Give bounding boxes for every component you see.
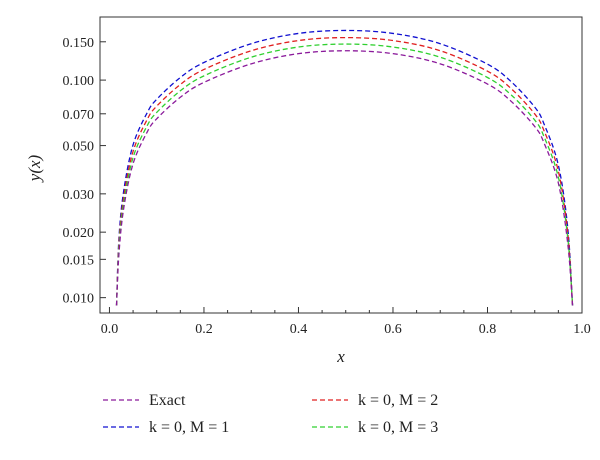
legend-label: Exact [149, 392, 186, 409]
series-line-3 [115, 43, 574, 306]
legend: Exact k = 0, M = 1 k = 0, M = 2 k = 0, M = … [103, 392, 438, 436]
x-tick-label: 0.0 [101, 322, 119, 337]
y-tick-label: 0.010 [63, 292, 95, 307]
x-axis-ticks: 0.0 0.2 0.4 0.6 0.8 1.0 [101, 307, 591, 337]
series-line-2 [115, 36, 574, 306]
legend-label: k = 0, M = 3 [358, 419, 438, 436]
y-axis-title: y(x) [25, 154, 44, 183]
x-tick-label: 0.8 [479, 322, 497, 337]
legend-label: k = 0, M = 2 [358, 392, 438, 409]
y-tick-label: 0.050 [63, 140, 95, 155]
x-tick-label: 0.6 [384, 322, 402, 337]
plot-frame [99, 16, 583, 314]
x-axis-title: x [336, 347, 345, 366]
series-line-0 [115, 50, 574, 306]
legend-label: k = 0, M = 1 [149, 419, 229, 436]
y-tick-label: 0.020 [63, 226, 95, 241]
x-tick-label: 0.4 [290, 322, 308, 337]
y-tick-label: 0.030 [63, 188, 95, 203]
y-tick-label: 0.070 [63, 108, 95, 123]
y-tick-label: 0.015 [63, 253, 95, 268]
data-lines [115, 29, 574, 306]
x-tick-label: 0.2 [195, 322, 213, 337]
y-tick-label: 0.150 [63, 36, 95, 51]
y-tick-label: 0.100 [63, 74, 95, 89]
y-axis-ticks: 0.010 0.015 0.020 0.030 0.050 0.070 0.100 0.150 [63, 36, 106, 307]
x-tick-label: 1.0 [573, 322, 591, 337]
series-line-1 [115, 29, 574, 306]
